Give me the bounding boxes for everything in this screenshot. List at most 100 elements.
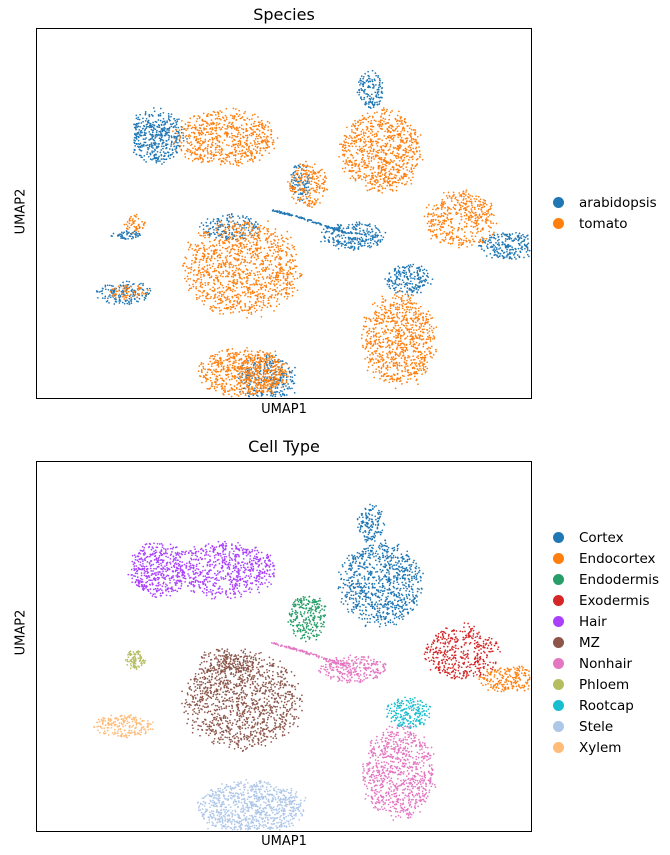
data-point <box>219 275 222 277</box>
data-point <box>382 182 385 185</box>
data-point <box>358 221 361 223</box>
data-point <box>397 284 400 287</box>
data-point <box>142 138 145 140</box>
data-point <box>382 149 385 152</box>
data-point <box>409 124 412 127</box>
data-point <box>320 231 323 234</box>
data-point <box>368 75 370 78</box>
data-point <box>366 189 369 192</box>
data-point <box>287 242 289 245</box>
data-point <box>408 271 411 273</box>
data-point <box>220 295 223 297</box>
data-point <box>245 139 248 142</box>
data-point <box>415 142 418 145</box>
data-point <box>334 236 337 238</box>
data-point <box>246 279 249 282</box>
data-point <box>370 239 372 242</box>
data-point <box>379 119 382 122</box>
data-point <box>163 158 166 161</box>
data-point <box>137 142 140 145</box>
data-point <box>362 85 365 88</box>
data-point <box>226 239 228 242</box>
data-point <box>212 218 215 221</box>
data-point <box>276 242 279 244</box>
data-point <box>128 300 130 303</box>
data-point <box>211 309 214 312</box>
data-point <box>313 198 316 200</box>
data-point <box>245 215 248 218</box>
data-point <box>288 287 291 289</box>
data-point <box>419 270 421 273</box>
data-point <box>212 123 214 125</box>
data-point <box>430 224 433 227</box>
data-point <box>163 120 166 123</box>
data-point <box>405 271 408 274</box>
data-point <box>137 139 140 142</box>
data-point <box>212 110 215 113</box>
data-point <box>395 278 398 281</box>
data-point <box>396 114 399 117</box>
data-point <box>362 154 365 157</box>
data-point <box>252 122 255 125</box>
data-point <box>304 172 307 175</box>
data-point <box>228 144 230 147</box>
data-point <box>142 117 144 120</box>
data-point <box>117 295 120 297</box>
data-point <box>277 245 280 248</box>
data-point <box>172 143 175 145</box>
data-point <box>364 166 367 169</box>
data-point <box>365 164 368 167</box>
data-point <box>287 214 290 216</box>
data-point <box>127 228 129 231</box>
data-point <box>200 139 202 142</box>
data-point <box>178 118 180 121</box>
data-point <box>244 134 247 137</box>
data-point <box>362 131 365 134</box>
data-point <box>413 278 416 280</box>
data-point <box>369 128 372 131</box>
data-point <box>400 116 403 118</box>
data-point <box>312 171 315 173</box>
data-point <box>369 237 372 240</box>
data-point <box>232 220 235 222</box>
data-point <box>197 249 200 252</box>
data-point <box>152 123 154 126</box>
data-point <box>213 267 216 270</box>
data-point <box>210 131 213 133</box>
data-point <box>375 132 378 135</box>
data-point <box>182 145 185 147</box>
data-point <box>360 233 362 236</box>
data-point <box>319 185 321 187</box>
data-point <box>170 136 173 139</box>
data-point <box>285 362 287 364</box>
data-point <box>131 288 134 291</box>
data-point <box>367 182 369 184</box>
data-point <box>423 215 426 218</box>
data-point <box>417 286 419 288</box>
data-point <box>118 286 121 289</box>
data-point <box>244 232 246 235</box>
data-point <box>252 364 255 367</box>
data-point <box>296 199 299 201</box>
data-point <box>127 237 129 240</box>
data-point <box>377 151 380 154</box>
data-point <box>392 140 395 142</box>
data-point <box>240 124 243 127</box>
data-point <box>135 135 138 137</box>
data-point <box>224 239 226 242</box>
data-point <box>485 222 488 224</box>
data-point <box>426 275 429 277</box>
data-point <box>271 141 274 144</box>
data-point <box>298 200 301 202</box>
data-point <box>402 269 405 272</box>
data-point <box>379 183 381 186</box>
data-point <box>442 239 445 242</box>
data-point <box>230 125 233 128</box>
data-point <box>238 227 240 230</box>
data-point <box>179 137 182 139</box>
data-point <box>193 249 196 252</box>
data-point <box>389 172 392 175</box>
data-point <box>101 287 104 290</box>
data-point <box>442 202 445 204</box>
data-point <box>362 90 365 93</box>
